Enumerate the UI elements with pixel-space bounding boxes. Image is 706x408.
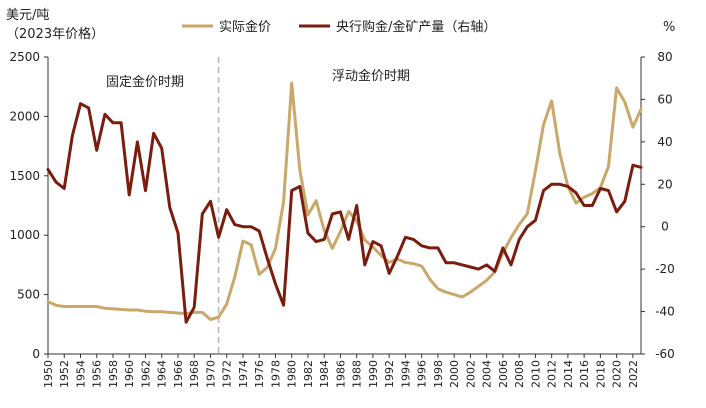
x-tick-label: 2006: [497, 360, 510, 388]
legend-label-cb-purchases: 央行购金/金矿产量（右轴）: [336, 19, 496, 35]
x-tick-label: 1996: [416, 360, 429, 388]
y-left-tick-label: 1000: [9, 228, 40, 242]
y-left-tick-label: 2500: [9, 50, 40, 64]
y-right-tick-label: 80: [657, 50, 672, 64]
legend: 实际金价 央行购金/金矿产量（右轴）: [182, 19, 496, 35]
series-layer: [46, 81, 643, 324]
x-tick-label: 2000: [448, 360, 461, 388]
x-tick-label: 2022: [627, 360, 640, 388]
x-tick-label: 1964: [156, 360, 169, 388]
x-tick-label: 1992: [383, 360, 396, 388]
x-tick-label: 1956: [91, 360, 104, 388]
y-left-tick-label: 2000: [9, 109, 40, 123]
x-tick-label: 1950: [42, 360, 55, 388]
series-line-gold-price: [46, 81, 643, 321]
annotation-floating-period: 浮动金价时期: [332, 68, 410, 84]
x-tick-label: 1994: [399, 360, 412, 388]
axes-layer: 0 500 1000 1500 2000 2500 -60 -40 -20 0 20 40 60 80 19…: [9, 50, 674, 388]
x-tick-label: 1962: [139, 360, 152, 388]
x-tick-label: 2012: [546, 360, 559, 388]
x-tick-label: 1976: [253, 360, 266, 388]
x-tick-label: 2004: [481, 360, 494, 388]
x-tick-label: 1988: [351, 360, 364, 388]
x-tick-label: 1968: [188, 360, 201, 388]
legend-label-gold-price: 实际金价: [219, 19, 271, 35]
x-tick-label: 2018: [594, 360, 607, 388]
x-tick-label: 1960: [123, 360, 136, 388]
x-tick-label: 1958: [107, 360, 120, 388]
y-right-tick-label: 20: [657, 177, 672, 191]
x-tick-label: 1990: [367, 360, 380, 388]
x-tick-label: 1978: [269, 360, 282, 388]
annotation-fixed-period: 固定金价时期: [106, 74, 184, 90]
x-tick-label: 1982: [302, 360, 315, 388]
x-tick-label: 1986: [334, 360, 347, 388]
x-tick-label: 1998: [432, 360, 445, 388]
x-tick-label: 1980: [286, 360, 299, 388]
x-tick-label: 2016: [578, 360, 591, 388]
x-tick-label: 1972: [221, 360, 234, 388]
x-tick-label: 1952: [58, 360, 71, 388]
left-axis-unit-label: 美元/吨: [6, 8, 49, 23]
y-right-tick-label: 60: [657, 92, 672, 106]
y-right-tick-label: 0: [661, 220, 669, 234]
series-line-cb-purchases: [46, 102, 643, 324]
y-left-tick-label: 1500: [9, 169, 40, 183]
x-tick-label: 2010: [529, 360, 542, 388]
x-tick-label: 1966: [172, 360, 185, 388]
y-right-tick-label: -20: [655, 262, 675, 276]
x-tick-label: 1974: [237, 360, 250, 388]
y-right-tick-label: -40: [655, 305, 675, 319]
x-tick-label: 2008: [513, 360, 526, 388]
x-tick-label: 2014: [562, 360, 575, 388]
x-tick-label: 1970: [204, 360, 217, 388]
right-axis-unit-label: %: [663, 20, 675, 35]
y-right-tick-label: 40: [657, 135, 672, 149]
x-tick-label: 1984: [318, 360, 331, 388]
x-tick-label: 2002: [464, 360, 477, 388]
y-left-tick-label: 0: [32, 347, 40, 361]
left-axis-unit-sublabel: （2023年价格）: [6, 26, 104, 42]
x-tick-label: 1954: [74, 360, 87, 388]
y-right-tick-label: -60: [655, 347, 675, 361]
y-left-tick-label: 500: [17, 288, 40, 302]
x-tick-label: 2020: [611, 360, 624, 388]
